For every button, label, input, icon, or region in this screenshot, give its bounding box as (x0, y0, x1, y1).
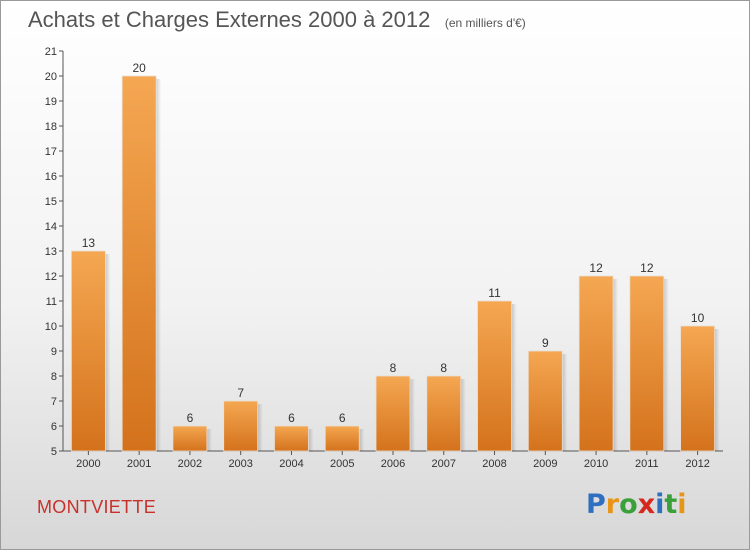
logo-letter: P (586, 489, 606, 520)
bar-2006 (375, 375, 411, 452)
chart-title: Achats et Charges Externes 2000 à 2012 (28, 7, 431, 32)
bar-shadow (663, 279, 669, 451)
data-label: 10 (691, 311, 705, 325)
logo-letter: o (619, 489, 638, 520)
bar-2005 (324, 425, 360, 452)
bar-2012 (680, 325, 716, 452)
bar-shadow (206, 429, 212, 451)
y-tick-label: 6 (51, 421, 57, 433)
bar-2000 (70, 250, 106, 452)
data-label: 6 (187, 411, 194, 425)
y-tick-label: 9 (51, 346, 57, 358)
y-tick-label: 14 (45, 221, 57, 233)
data-label: 6 (288, 411, 295, 425)
logo-letter: i (677, 489, 687, 520)
data-label: 8 (390, 361, 397, 375)
data-label: 20 (132, 61, 146, 75)
x-tick-label: 2003 (228, 458, 252, 470)
data-label: 9 (542, 336, 549, 350)
bar-shadow (156, 79, 162, 451)
place-name: MONTVIETTE (37, 497, 156, 517)
bar-2011 (629, 275, 665, 452)
y-tick-label: 17 (45, 146, 57, 158)
x-tick-label: 2012 (685, 458, 709, 470)
x-tick-label: 2005 (330, 458, 354, 470)
x-tick-label: 2010 (584, 458, 608, 470)
bar-2009 (527, 350, 563, 452)
bar-2010 (578, 275, 614, 452)
bar-2003 (223, 400, 259, 452)
bar-shadow (410, 379, 415, 451)
y-tick-label: 20 (45, 71, 57, 83)
x-tick-label: 2008 (482, 458, 506, 470)
x-tick-label: 2006 (381, 458, 405, 470)
y-tick-label: 19 (45, 96, 57, 108)
x-tick-label: 2000 (76, 458, 100, 470)
bar-2008 (477, 300, 512, 452)
data-label: 12 (640, 261, 654, 275)
y-tick-label: 7 (51, 396, 57, 408)
logo-letter: r (605, 489, 620, 520)
title-line: Achats et Charges Externes 2000 à 2012 (… (28, 7, 526, 33)
logo-letter: i (655, 489, 665, 520)
data-label: 7 (237, 386, 244, 400)
x-tick-label: 2001 (127, 458, 151, 470)
data-label: 13 (82, 236, 96, 250)
y-tick-label: 18 (45, 121, 57, 133)
y-tick-label: 15 (45, 196, 57, 208)
y-tick-label: 5 (51, 446, 57, 458)
y-tick-label: 8 (51, 371, 57, 383)
y-tick-label: 11 (46, 296, 57, 308)
bar-shadow (308, 429, 314, 451)
bar-2002 (172, 425, 208, 452)
data-label: 12 (589, 261, 603, 275)
bar-shadow (257, 404, 263, 451)
y-tick-label: 21 (45, 46, 57, 58)
bar-shadow (714, 329, 720, 451)
bar-shadow (511, 304, 517, 451)
data-label: 6 (339, 411, 346, 425)
y-tick-label: 16 (45, 171, 57, 183)
x-tick-label: 2002 (178, 458, 202, 470)
bar-shadow (460, 379, 466, 451)
y-tick-label: 12 (45, 271, 57, 283)
proxiti-logo: Proxiti (586, 489, 687, 520)
data-label: 11 (488, 286, 501, 300)
y-tick-label: 10 (45, 321, 57, 333)
x-tick-label: 2004 (279, 458, 303, 470)
x-tick-label: 2011 (635, 458, 659, 470)
chart-unit-note: (en milliers d'€) (444, 16, 526, 30)
y-tick-label: 13 (45, 246, 57, 258)
bar-2004 (274, 425, 309, 452)
x-tick-label: 2007 (432, 458, 456, 470)
bar-shadow (105, 254, 111, 451)
logo-letter: t (664, 489, 678, 520)
bar-2001 (121, 75, 157, 452)
bar-shadow (562, 354, 568, 451)
x-tick-label: 2009 (533, 458, 557, 470)
bar-shadow (613, 279, 619, 451)
bar-2007 (426, 375, 462, 452)
data-label: 8 (440, 361, 447, 375)
bar-shadow (359, 429, 365, 451)
logo-letter: x (637, 489, 656, 520)
